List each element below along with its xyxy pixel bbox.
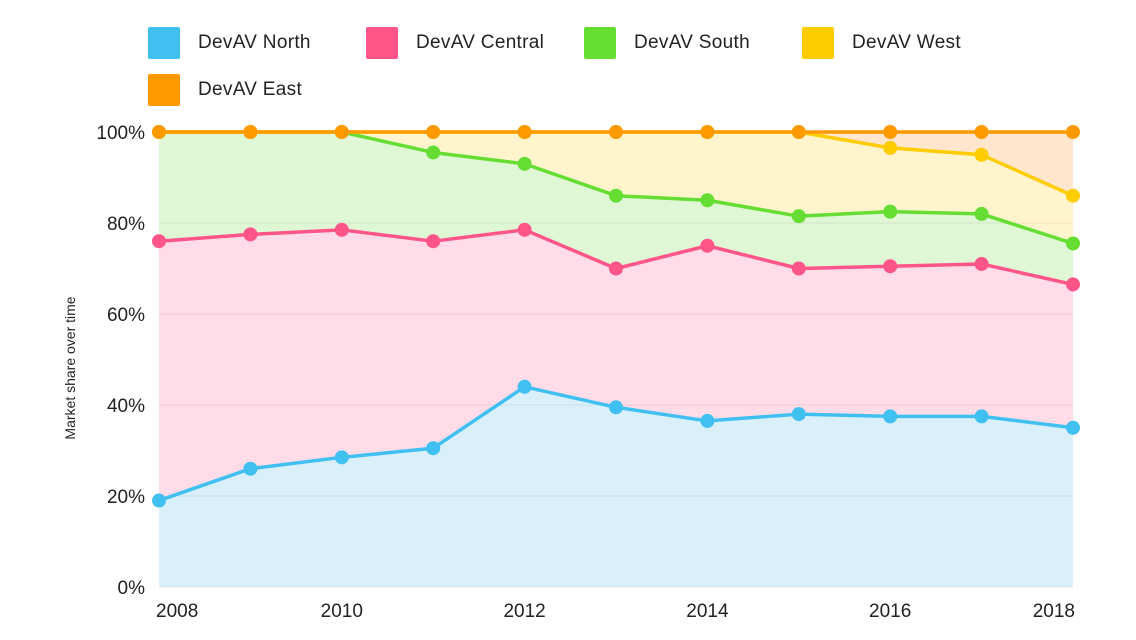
legend-label-devav-south: DevAV South — [634, 32, 750, 53]
y-tick-label: 40% — [107, 396, 145, 417]
point-devav-north[interactable] — [791, 407, 806, 422]
x-tick-label: 2012 — [503, 601, 545, 622]
area-devav-central — [159, 229, 1073, 501]
point-devav-north[interactable] — [426, 441, 441, 456]
point-devav-south[interactable] — [426, 145, 441, 160]
point-devav-east[interactable] — [426, 125, 441, 139]
y-axis-title: Market share over time — [62, 296, 78, 439]
point-devav-north[interactable] — [517, 379, 532, 394]
point-devav-east[interactable] — [517, 125, 532, 139]
legend-label-devav-north: DevAV North — [198, 32, 311, 53]
point-devav-west[interactable] — [974, 147, 989, 162]
point-devav-south[interactable] — [791, 209, 806, 224]
point-devav-east[interactable] — [334, 125, 349, 139]
x-tick-label: 2014 — [686, 601, 729, 622]
point-devav-south[interactable] — [1066, 236, 1080, 251]
y-tick-label: 100% — [96, 123, 145, 144]
point-devav-central[interactable] — [334, 222, 349, 237]
area-devav-west — [159, 132, 1073, 244]
x-tick-label: 2016 — [869, 601, 911, 622]
point-devav-north[interactable] — [334, 450, 349, 465]
point-devav-north[interactable] — [1066, 420, 1080, 435]
point-devav-south[interactable] — [609, 188, 623, 203]
point-devav-north[interactable] — [974, 409, 989, 424]
point-devav-east[interactable] — [243, 125, 258, 139]
point-devav-east[interactable] — [609, 125, 623, 139]
y-tick-label: 20% — [107, 487, 145, 508]
legend-swatch-devav-north — [148, 27, 180, 59]
x-tick-label: 2008 — [156, 601, 198, 622]
legend-item-devav-east[interactable]: DevAV East — [148, 73, 302, 107]
point-devav-east[interactable] — [152, 125, 166, 139]
point-devav-north[interactable] — [243, 461, 258, 476]
point-devav-central[interactable] — [1066, 277, 1080, 292]
point-devav-east[interactable] — [700, 125, 715, 139]
x-axis-ticks: 2008 2010 2012 2014 2016 2018 — [156, 601, 1075, 622]
point-devav-north[interactable] — [883, 409, 898, 424]
legend-item-devav-north[interactable]: DevAV North — [148, 26, 311, 60]
point-devav-south[interactable] — [883, 204, 898, 219]
y-tick-label: 80% — [107, 214, 145, 235]
point-devav-central[interactable] — [609, 261, 623, 276]
x-tick-label: 2018 — [1033, 601, 1075, 622]
point-devav-central[interactable] — [426, 234, 441, 249]
point-devav-west[interactable] — [1066, 188, 1080, 203]
legend-swatch-devav-central — [366, 27, 398, 59]
y-axis-ticks: 0% 20% 40% 60% 80% 100% — [96, 123, 145, 599]
legend-label-devav-west: DevAV West — [852, 32, 961, 53]
point-devav-central[interactable] — [791, 261, 806, 276]
legend-swatch-devav-south — [584, 27, 616, 59]
point-devav-north[interactable] — [700, 413, 715, 428]
point-devav-south[interactable] — [517, 156, 532, 171]
point-devav-central[interactable] — [243, 227, 258, 242]
area-devav-north — [159, 386, 1073, 587]
point-devav-central[interactable] — [152, 234, 166, 249]
point-devav-central[interactable] — [517, 222, 532, 237]
point-devav-south[interactable] — [700, 193, 715, 208]
x-tick-label: 2010 — [321, 601, 363, 622]
series-points — [152, 125, 1080, 508]
legend-item-devav-central[interactable]: DevAV Central — [366, 26, 544, 60]
legend-swatch-devav-west — [802, 27, 834, 59]
point-devav-east[interactable] — [974, 125, 989, 139]
legend-label-devav-east: DevAV East — [198, 79, 303, 100]
point-devav-central[interactable] — [883, 259, 898, 274]
area-devav-south — [159, 132, 1073, 285]
point-devav-north[interactable] — [152, 493, 166, 508]
point-devav-central[interactable] — [700, 238, 715, 253]
chart-legend: DevAV North DevAV Central DevAV South De… — [0, 0, 1136, 120]
point-devav-east[interactable] — [791, 125, 806, 139]
point-devav-west[interactable] — [883, 140, 898, 155]
area-fills — [159, 132, 1073, 587]
point-devav-east[interactable] — [1066, 125, 1080, 139]
legend-item-devav-west[interactable]: DevAV West — [802, 26, 961, 60]
legend-label-devav-central: DevAV Central — [416, 32, 545, 53]
point-devav-south[interactable] — [974, 206, 989, 221]
y-tick-label: 60% — [107, 305, 145, 326]
point-devav-central[interactable] — [974, 256, 989, 271]
y-tick-label: 0% — [118, 578, 146, 599]
legend-item-devav-south[interactable]: DevAV South — [584, 26, 750, 60]
point-devav-north[interactable] — [609, 400, 623, 415]
point-devav-east[interactable] — [883, 125, 898, 139]
legend-swatch-devav-east — [148, 74, 180, 106]
